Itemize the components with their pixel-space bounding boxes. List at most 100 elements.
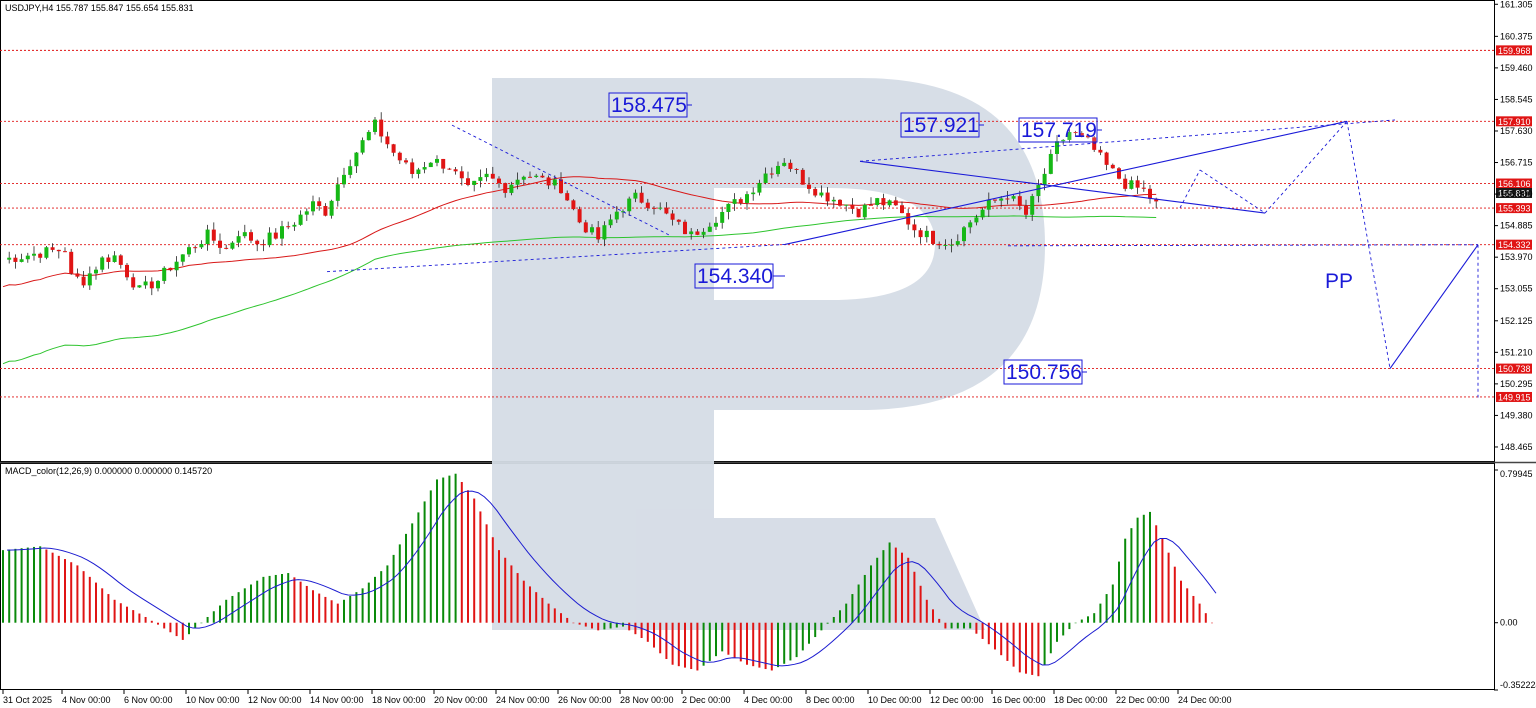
candle-body (887, 200, 892, 206)
macd-bar (423, 501, 426, 623)
macd-bar (529, 586, 531, 623)
candle-body (81, 276, 86, 286)
candle-body (366, 131, 371, 141)
candle-body (156, 280, 160, 289)
macd-histogram (2, 473, 1217, 677)
macd-bar (1056, 622, 1058, 642)
macd-bar (820, 622, 823, 631)
macd-bar (479, 511, 482, 623)
macd-bar (293, 577, 296, 623)
candle-body (565, 193, 570, 201)
candle-body (490, 173, 495, 179)
candle-body (664, 207, 669, 214)
candle-body (838, 199, 842, 206)
macd-bar (987, 622, 990, 645)
candle-body (249, 232, 253, 241)
macd-bar (535, 592, 538, 623)
macd-bar (281, 574, 283, 623)
candle-body (596, 227, 601, 240)
candle-body (298, 214, 303, 225)
macd-bar (1142, 514, 1145, 623)
macd-bar (919, 585, 922, 623)
macd-signal-line (6, 490, 1217, 667)
candle-body (422, 167, 427, 170)
macd-bar (1204, 613, 1207, 623)
candle-body (391, 144, 396, 153)
macd-bar (1025, 622, 1027, 674)
macd-bar (597, 622, 600, 631)
macd-bar (1080, 619, 1083, 623)
candle-body (1067, 132, 1072, 140)
candle-body (924, 230, 929, 238)
macd-bar (975, 622, 978, 634)
candle-body (757, 182, 762, 193)
macd-bar (950, 622, 953, 629)
candle-body (1110, 164, 1115, 169)
candle-body (701, 231, 706, 235)
candle-body (931, 230, 935, 244)
macd-bar (814, 622, 817, 638)
candle-body (373, 119, 377, 132)
macd-bar (1043, 622, 1046, 665)
macd-bar (801, 622, 804, 651)
time-tick-label: 31 Oct 2025 (3, 695, 52, 705)
macd-bar (640, 622, 643, 638)
macd-bar (361, 588, 364, 623)
rising-trend-line (784, 120, 1348, 245)
level-tag (1496, 391, 1532, 402)
macd-bar (343, 599, 345, 623)
macd-bar (547, 603, 550, 623)
level-tag-label: 154.332 (1498, 240, 1531, 250)
candle-body (881, 198, 886, 206)
macd-bar (696, 622, 699, 671)
macd-bar (150, 620, 153, 623)
macd-bar (169, 622, 172, 633)
candle-body (143, 281, 148, 286)
price-label-text: 158.475 (611, 94, 687, 117)
candle-body (614, 211, 619, 220)
candle-body (893, 200, 898, 206)
price-tick-label: 157.630 (1500, 126, 1533, 136)
slow-moving-average (2, 176, 1157, 288)
time-tick-label: 4 Nov 00:00 (62, 695, 111, 705)
macd-bar (33, 546, 35, 623)
price-tick-label: 149.380 (1500, 410, 1533, 420)
macd-bar (901, 552, 903, 623)
macd-bar (26, 547, 29, 623)
candle-body (1098, 149, 1103, 153)
price-tick-label: 156.715 (1500, 158, 1533, 168)
price-label-box (1018, 117, 1098, 143)
macd-bar (1124, 538, 1127, 623)
falling-trend-line (859, 160, 1266, 214)
macd-plot-frame (0, 463, 1495, 690)
macd-bar (702, 622, 705, 666)
candle-body (763, 173, 768, 183)
candle-body (683, 221, 687, 235)
macd-bar (715, 622, 717, 657)
price-tick-label: 153.055 (1500, 284, 1533, 294)
candle-body (590, 227, 594, 233)
candle-body (602, 225, 607, 240)
macd-bar (324, 596, 327, 623)
candle-body (1141, 187, 1146, 189)
candle-body (100, 257, 105, 270)
candle-body (645, 202, 650, 208)
candle-body (125, 264, 129, 278)
candle-body (633, 192, 638, 199)
time-tick-label: 20 Nov 00:00 (434, 695, 488, 705)
candle-body (472, 180, 477, 185)
macd-bar (888, 542, 891, 623)
macd-bar (826, 622, 829, 624)
candle-body (416, 169, 421, 174)
candle-body (1129, 180, 1134, 189)
candle-body (720, 212, 725, 223)
candle-body (1042, 173, 1047, 186)
level-tag (1496, 45, 1532, 56)
macd-bar (758, 622, 761, 668)
candle-body (273, 232, 278, 239)
candle-body (571, 200, 576, 210)
candle-body (286, 226, 291, 228)
candle-body (162, 267, 167, 281)
macd-bar (287, 573, 290, 623)
